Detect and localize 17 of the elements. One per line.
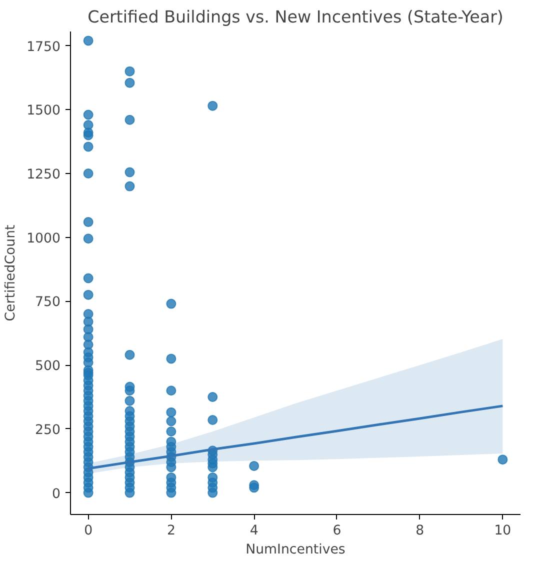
y-axis-title: CertifiedCount [4, 224, 19, 322]
x-tick-label: 8 [416, 524, 424, 538]
y-tick-label: 1250 [26, 168, 61, 183]
y-tick-label: 1750 [26, 40, 61, 55]
chart-title: Certified Buildings vs. New Incentives (State-Year) [88, 8, 504, 26]
y-tick-label: 500 [35, 359, 61, 374]
x-tick-label: 2 [166, 524, 176, 538]
x-tick-label: 6 [332, 524, 342, 538]
y-tick-label: 750 [35, 295, 61, 310]
y-tick-label: 1000 [26, 231, 61, 246]
y-tick-label: 1500 [26, 104, 61, 119]
x-axis-title: NumIncentives [246, 542, 346, 558]
y-tick-label: 0 [52, 486, 61, 502]
y-tick-label: 250 [35, 422, 61, 438]
x-tick-label: 10 [494, 524, 512, 538]
x-tick-label: 4 [250, 524, 258, 538]
x-tick-label: 0 [84, 524, 93, 538]
